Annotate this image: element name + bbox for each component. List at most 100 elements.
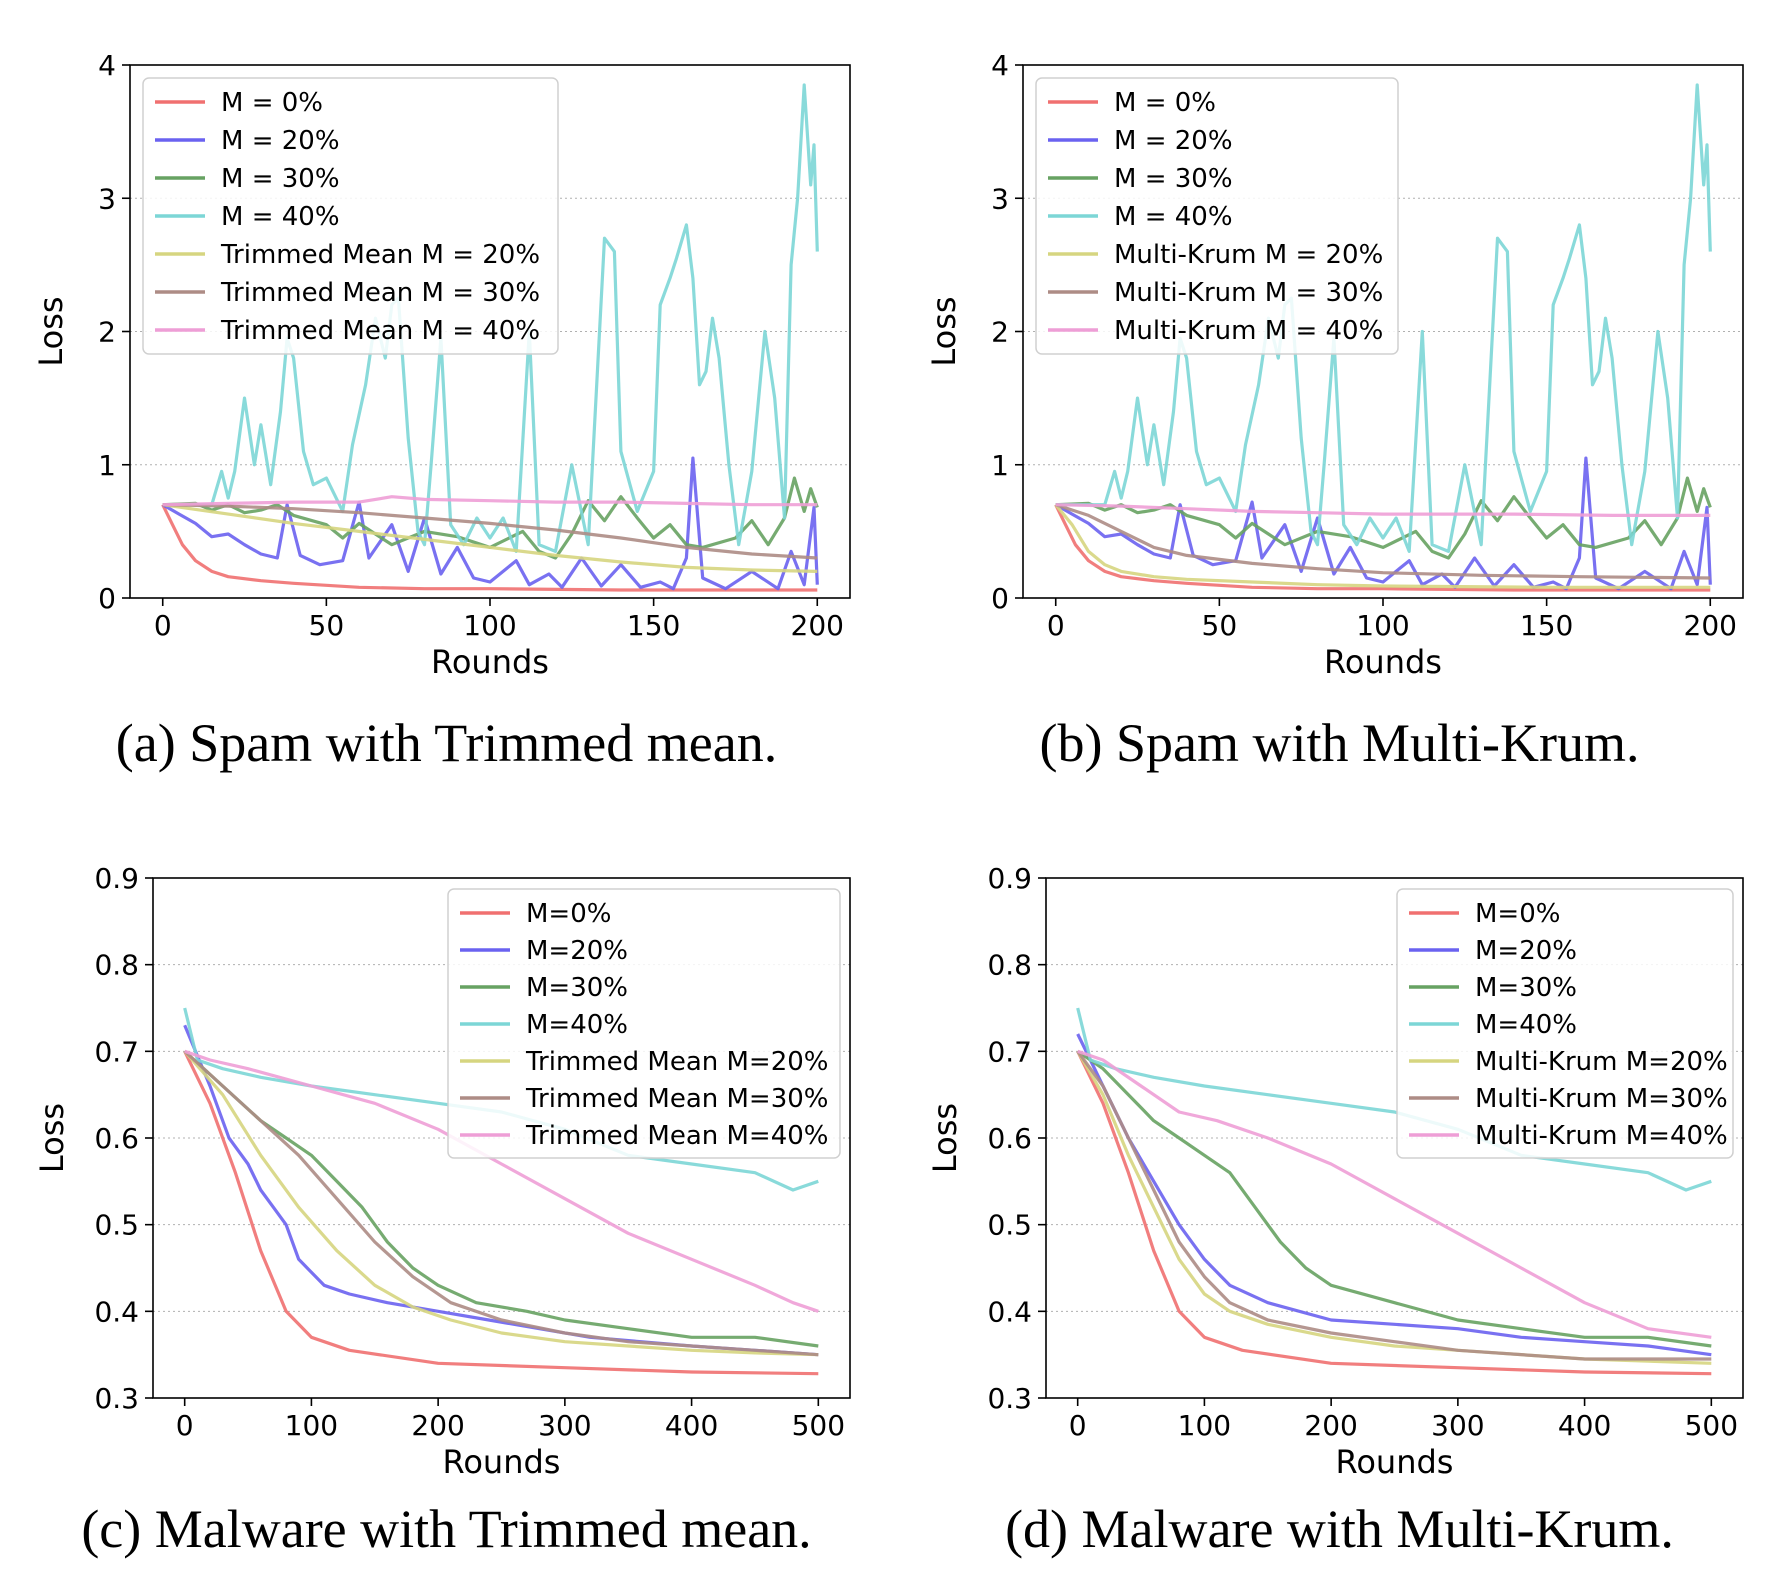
series-line-c-2 xyxy=(183,1050,819,1348)
legend-label-b-5: Multi-Krum M = 30% xyxy=(1114,278,1383,308)
y-tick-label-c-6: 0.9 xyxy=(94,862,139,895)
x-tick-label-b-3: 150 xyxy=(1520,609,1573,642)
x-tick-label-b-2: 100 xyxy=(1356,609,1409,642)
y-axis-label-b: Loss xyxy=(925,296,963,366)
series-line-a-3 xyxy=(162,83,819,553)
legend-label-c-2: M=30% xyxy=(526,973,628,1003)
series-line-d-3 xyxy=(1076,1007,1712,1192)
series-line-a-0 xyxy=(161,503,818,592)
legend-box-c xyxy=(447,888,841,1159)
legend-label-d-3: M=40% xyxy=(1475,1010,1577,1040)
legend-label-d-0: M=0% xyxy=(1475,899,1560,929)
x-tick-label-a-2: 100 xyxy=(463,609,516,642)
legend-label-c-1: M=20% xyxy=(526,936,628,966)
legend-box-d xyxy=(1396,888,1734,1159)
legend-label-b-3: M = 40% xyxy=(1114,202,1233,232)
chart-panel-a: 0 1 2 3 4 0 50 100 150 200 Rounds Loss M = 0% M = 20%… xyxy=(0,0,893,773)
legend-label-b-1: M = 20% xyxy=(1114,126,1233,156)
legend-label-c-3: M=40% xyxy=(526,1010,628,1040)
series-line-d-0 xyxy=(1076,1050,1712,1376)
y-tick-label-d-0: 0.3 xyxy=(987,1382,1032,1415)
x-tick-label-c-1: 100 xyxy=(285,1409,338,1442)
y-axis-label-a: Loss xyxy=(32,296,70,366)
legend-label-c-4: Trimmed Mean M=20% xyxy=(525,1047,829,1077)
y-tick-label-c-4: 0.7 xyxy=(94,1035,139,1068)
chart-d-svg: 0.3 0.4 0.5 0.6 0.7 0.8 0.9 0 100 200 300 400 500 Rou… xyxy=(926,862,1744,1481)
y-tick-label-d-5: 0.8 xyxy=(987,949,1032,982)
legend-box-b xyxy=(1035,77,1399,355)
legend-label-d-2: M=30% xyxy=(1475,973,1577,1003)
legend-label-d-1: M=20% xyxy=(1475,936,1577,966)
legend-label-d-4: Multi-Krum M=20% xyxy=(1475,1047,1728,1077)
chart-c-svg: 0.3 0.4 0.5 0.6 0.7 0.8 0.9 0 100 200 300 400 500 Rou… xyxy=(33,862,851,1481)
y-tick-label-b-3: 3 xyxy=(991,182,1009,215)
series-line-a-5 xyxy=(162,503,818,560)
chart-b-svg: 0 1 2 3 4 0 50 100 150 200 Rounds Loss M = 0% M = 20%… xyxy=(925,49,1744,681)
series-line-a-6 xyxy=(162,495,818,507)
y-tick-label-a-2: 2 xyxy=(98,316,116,349)
x-tick-label-d-5: 500 xyxy=(1685,1409,1738,1442)
x-tick-label-b-1: 50 xyxy=(1202,609,1238,642)
legend-label-b-2: M = 30% xyxy=(1114,164,1233,194)
series-line-b-1 xyxy=(1054,456,1712,591)
y-tick-label-b-0: 0 xyxy=(991,582,1009,615)
chart-panel-b: 0 1 2 3 4 0 50 100 150 200 Rounds Loss M = 0% M = 20%… xyxy=(893,0,1786,773)
y-axis-label-c: Loss xyxy=(33,1103,71,1173)
series-line-c-0 xyxy=(183,1050,819,1376)
x-tick-label-a-0: 0 xyxy=(154,609,172,642)
chart-panel-d: 0.3 0.4 0.5 0.6 0.7 0.8 0.9 0 100 200 300 400 500 Rou… xyxy=(893,830,1786,1559)
caption-c: (c) Malware with Trimmed mean. xyxy=(81,1499,812,1559)
x-tick-label-a-3: 150 xyxy=(627,609,680,642)
legend-label-b-0: M = 0% xyxy=(1114,88,1216,118)
x-tick-label-d-4: 400 xyxy=(1558,1409,1611,1442)
x-tick-label-a-1: 50 xyxy=(309,609,345,642)
caption-d: (d) Malware with Multi-Krum. xyxy=(1005,1499,1674,1559)
y-tick-label-b-4: 4 xyxy=(991,49,1009,82)
legend-label-a-1: M = 20% xyxy=(221,126,340,156)
series-line-c-5 xyxy=(183,1050,819,1357)
y-axis-label-d: Loss xyxy=(926,1103,964,1173)
x-axis-label-d: Rounds xyxy=(1336,1443,1454,1481)
y-tick-label-c-2: 0.5 xyxy=(94,1209,139,1242)
x-tick-label-c-5: 500 xyxy=(792,1409,845,1442)
legend-label-a-5: Trimmed Mean M = 30% xyxy=(220,278,540,308)
y-tick-label-b-2: 2 xyxy=(991,316,1009,349)
series-line-c-6 xyxy=(184,1049,819,1313)
x-tick-label-c-2: 200 xyxy=(411,1409,464,1442)
y-tick-label-b-1: 1 xyxy=(991,449,1009,482)
legend-label-a-0: M = 0% xyxy=(221,88,323,118)
x-tick-label-a-4: 200 xyxy=(791,609,844,642)
y-tick-label-c-3: 0.6 xyxy=(94,1122,139,1155)
series-line-b-3 xyxy=(1055,83,1712,553)
y-tick-label-d-4: 0.7 xyxy=(987,1035,1032,1068)
x-axis-label-b: Rounds xyxy=(1324,643,1442,681)
series-line-b-5 xyxy=(1055,503,1711,580)
chart-a-svg: 0 1 2 3 4 0 50 100 150 200 Rounds Loss M = 0% M = 20%… xyxy=(32,49,851,681)
series-line-b-0 xyxy=(1054,503,1711,592)
x-tick-label-d-1: 100 xyxy=(1178,1409,1231,1442)
x-tick-label-b-0: 0 xyxy=(1047,609,1065,642)
caption-b: (b) Spam with Multi-Krum. xyxy=(1039,713,1640,773)
series-line-b-4 xyxy=(1054,503,1711,589)
y-tick-label-d-1: 0.4 xyxy=(987,1295,1032,1328)
series-line-c-4 xyxy=(183,1050,819,1357)
legend-label-a-6: Trimmed Mean M = 40% xyxy=(220,316,540,346)
y-tick-label-a-4: 4 xyxy=(98,49,116,82)
series-line-b-6 xyxy=(1055,503,1711,517)
legend-label-a-3: M = 40% xyxy=(221,202,340,232)
legend-label-c-0: M=0% xyxy=(526,899,611,929)
legend-label-c-6: Trimmed Mean M=40% xyxy=(525,1121,829,1151)
series-line-d-2 xyxy=(1076,1049,1712,1348)
caption-a: (a) Spam with Trimmed mean. xyxy=(115,713,778,773)
x-axis-label-c: Rounds xyxy=(443,1443,561,1481)
x-tick-label-b-4: 200 xyxy=(1684,609,1737,642)
legend-label-d-5: Multi-Krum M=30% xyxy=(1475,1084,1728,1114)
y-tick-label-a-1: 1 xyxy=(98,449,116,482)
legend-label-d-6: Multi-Krum M=40% xyxy=(1475,1121,1728,1151)
y-tick-label-a-0: 0 xyxy=(98,582,116,615)
series-line-d-6 xyxy=(1077,1049,1712,1339)
x-tick-label-c-3: 300 xyxy=(538,1409,591,1442)
y-tick-label-d-2: 0.5 xyxy=(987,1209,1032,1242)
x-tick-label-d-2: 200 xyxy=(1304,1409,1357,1442)
x-tick-label-c-0: 0 xyxy=(176,1409,194,1442)
